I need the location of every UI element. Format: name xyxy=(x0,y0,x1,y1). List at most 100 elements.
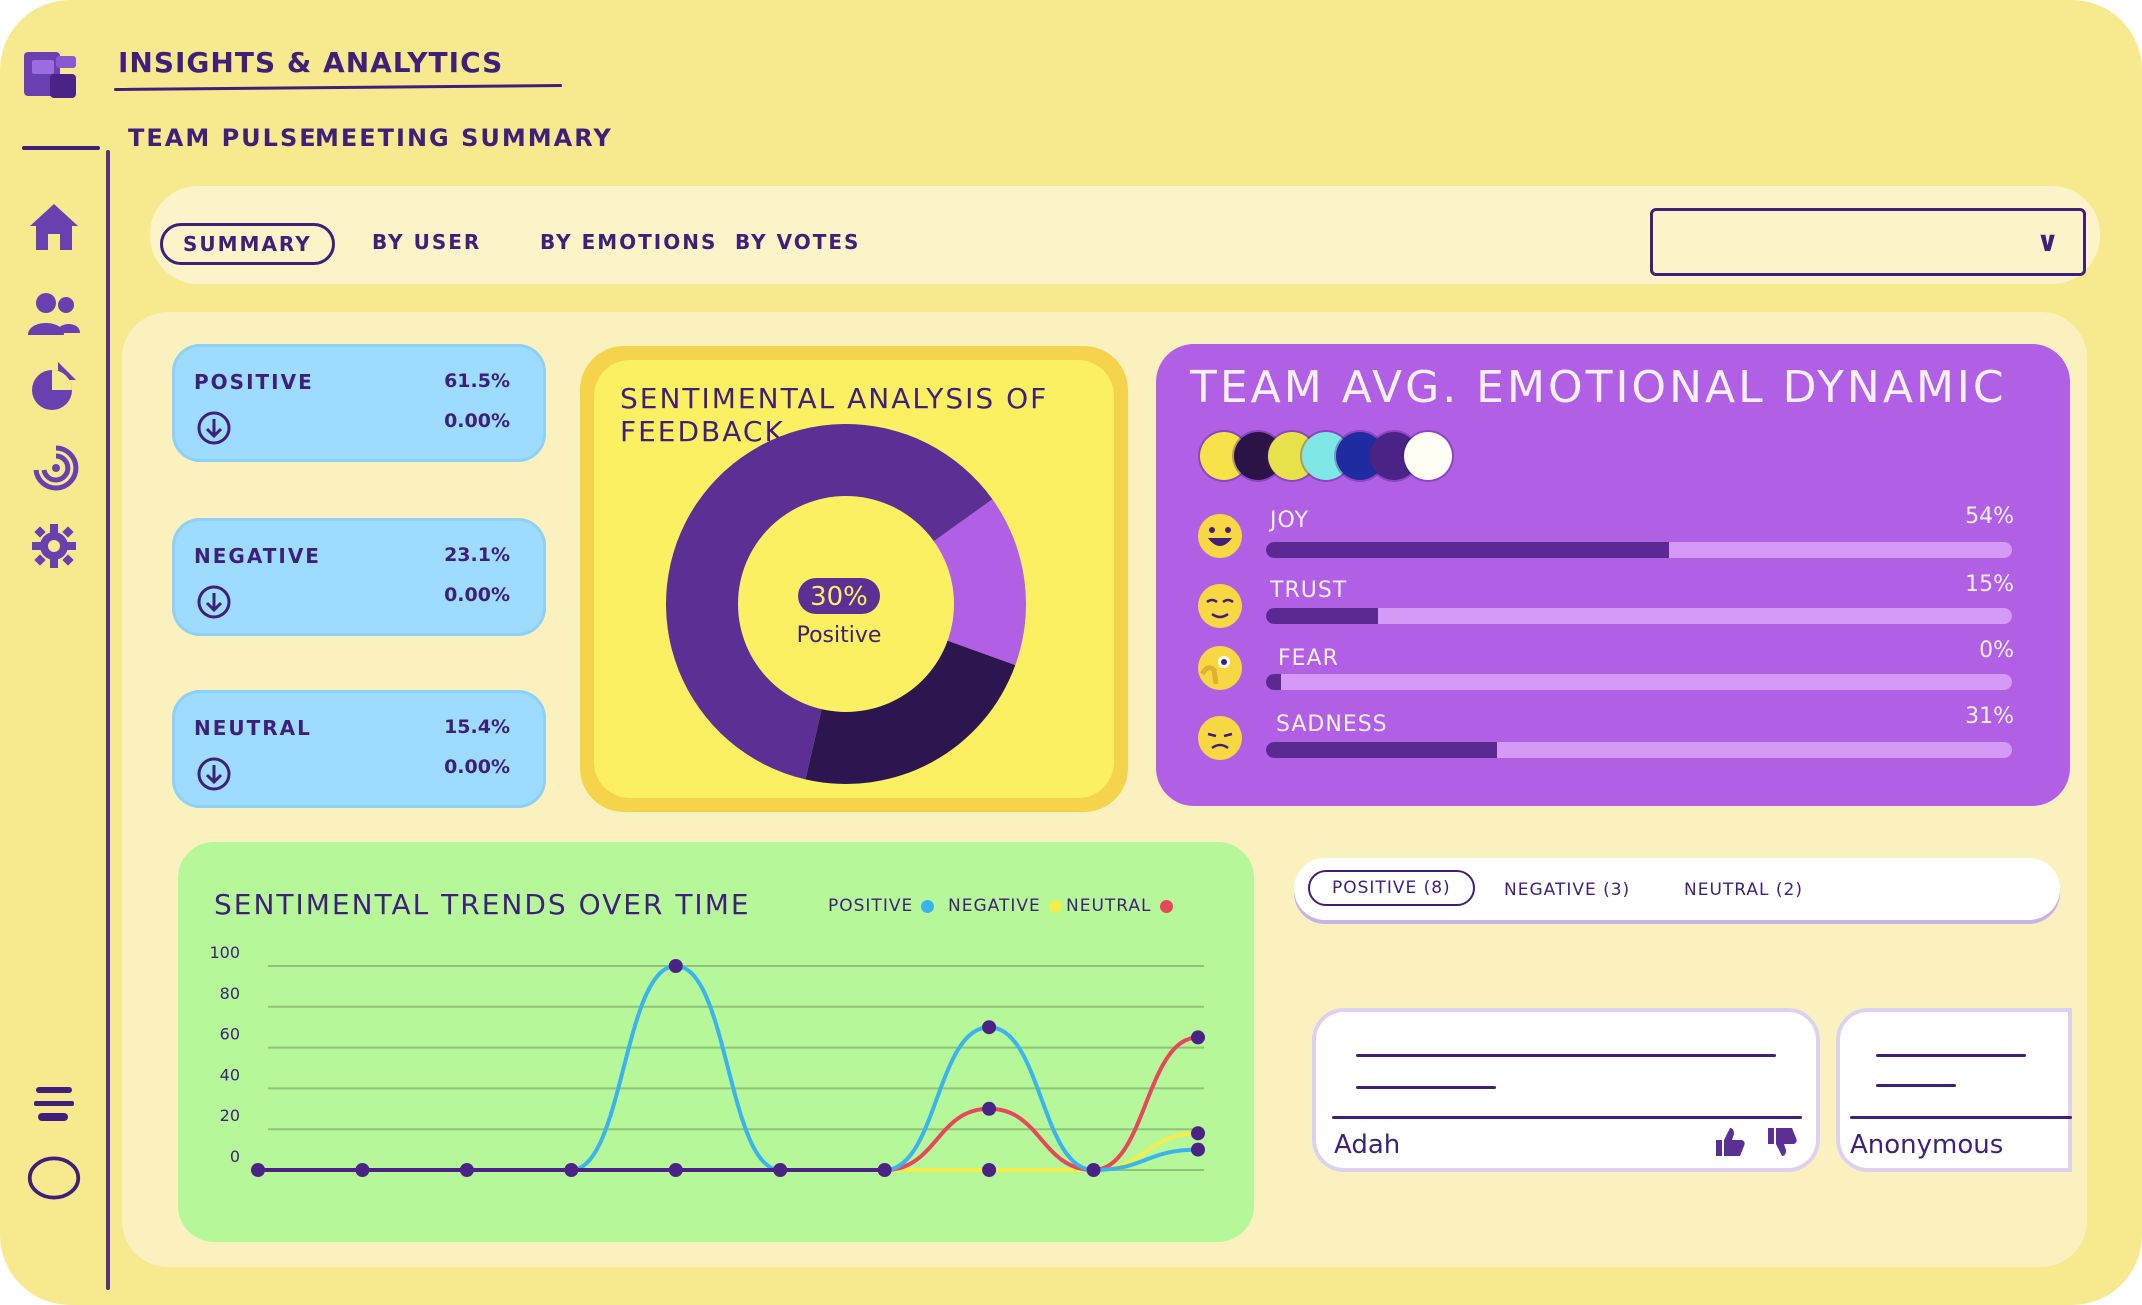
sidebar xyxy=(0,0,110,1305)
data-point xyxy=(251,1163,265,1177)
comment-divider xyxy=(1332,1116,1802,1119)
profile-icon[interactable] xyxy=(26,1150,82,1206)
settings-icon[interactable] xyxy=(26,518,82,574)
y-tick-label: 40 xyxy=(220,1065,240,1084)
emotion-pct-trust: 15% xyxy=(1965,572,2014,597)
stat-card-neutral: NEUTRAL 15.4% 0.00% xyxy=(172,690,546,808)
data-point xyxy=(564,1163,579,1177)
emotion-bar-fill xyxy=(1266,542,1669,558)
legend-dot xyxy=(1159,899,1173,913)
feedback-tab-negative[interactable]: NEGATIVE (3) xyxy=(1504,880,1631,900)
tab-meeting-summary[interactable]: MEETING SUMMARY xyxy=(315,124,613,152)
sentiment-card: SENTIMENTAL ANALYSIS OF FEEDBACK 30% Pos… xyxy=(580,346,1128,812)
page-title: INSIGHTS & ANALYTICS xyxy=(118,46,504,79)
joy-emoji-icon xyxy=(1198,514,1242,558)
emotional-card: TEAM AVG. EMOTIONAL DYNAMIC JOY 54% TRUS… xyxy=(1156,344,2070,806)
y-tick-label: 0 xyxy=(230,1147,240,1166)
trends-card: SENTIMENTAL TRENDS OVER TIME POSITIVE NE… xyxy=(178,842,1254,1242)
comment-text-line xyxy=(1876,1084,1956,1087)
legend-label: NEUTRAL xyxy=(1066,896,1152,916)
stat-value: 61.5% xyxy=(444,370,510,392)
comment-card[interactable]: Adah xyxy=(1312,1008,1820,1172)
fear-emoji-icon xyxy=(1198,646,1242,690)
feedback-tab-positive[interactable]: POSITIVE (8) xyxy=(1308,870,1475,906)
stat-card-positive: POSITIVE 61.5% 0.00% xyxy=(172,344,546,462)
stat-label: POSITIVE xyxy=(194,370,314,394)
pulse-icon[interactable] xyxy=(26,438,82,494)
stat-value: 23.1% xyxy=(444,544,510,566)
download-icon[interactable] xyxy=(196,584,232,620)
emotion-pct-sadness: 31% xyxy=(1965,704,2014,729)
y-tick-label: 60 xyxy=(220,1025,240,1044)
y-tick-label: 80 xyxy=(220,984,240,1003)
data-point xyxy=(1086,1163,1101,1177)
data-point xyxy=(459,1163,474,1177)
filter-bar xyxy=(150,186,2100,284)
menu-icon[interactable] xyxy=(26,1082,82,1128)
emotion-bar-fill xyxy=(1266,608,1378,624)
sentiment-title: SENTIMENTAL ANALYSIS OF FEEDBACK xyxy=(620,382,1049,448)
filter-tab-by-emotions[interactable]: BY EMOTIONS xyxy=(540,230,718,254)
comment-author: Adah xyxy=(1334,1130,1401,1160)
comment-divider xyxy=(1850,1116,2072,1119)
filter-tab-by-votes[interactable]: BY VOTES xyxy=(735,230,861,254)
feedback-tab-neutral[interactable]: NEUTRAL (2) xyxy=(1684,880,1803,900)
legend-dot xyxy=(921,899,935,913)
data-point xyxy=(668,959,683,973)
stat-change: 0.00% xyxy=(444,410,510,432)
emotion-bar-fill xyxy=(1266,674,1281,690)
y-tick-label: 20 xyxy=(220,1106,240,1125)
emotion-bar-trust xyxy=(1266,608,2012,624)
filter-tab-by-user[interactable]: BY USER xyxy=(372,230,482,254)
legend-label: NEGATIVE xyxy=(948,896,1041,916)
title-underline xyxy=(113,84,563,91)
download-icon[interactable] xyxy=(196,756,232,792)
data-point xyxy=(1191,1142,1205,1157)
series-line-positive xyxy=(258,963,1199,1173)
emotion-label-joy: JOY xyxy=(1270,508,1310,533)
trends-title: SENTIMENTAL TRENDS OVER TIME xyxy=(214,888,751,921)
comment-text-line xyxy=(1356,1054,1776,1057)
analytics-icon[interactable] xyxy=(26,358,82,414)
tab-team-pulse[interactable]: TEAM PULSE xyxy=(128,124,318,152)
donut-center-label: Positive xyxy=(797,623,882,648)
logo-icon xyxy=(24,52,76,98)
data-point xyxy=(773,1163,788,1177)
donut-center-value: 30% xyxy=(810,582,868,612)
y-tick-label: 100 xyxy=(209,943,240,962)
stat-value: 15.4% xyxy=(444,716,510,738)
stat-card-negative: NEGATIVE 23.1% 0.00% xyxy=(172,518,546,636)
data-point xyxy=(668,1163,683,1177)
emotion-pct-fear: 0% xyxy=(1979,638,2014,663)
comment-text-line xyxy=(1876,1054,2026,1057)
legend-positive: POSITIVE xyxy=(828,896,935,916)
emotion-bar-fill xyxy=(1266,742,1498,758)
stat-change: 0.00% xyxy=(444,756,510,778)
filter-tab-summary[interactable]: SUMMARY xyxy=(160,223,335,265)
download-icon[interactable] xyxy=(196,410,232,446)
emotion-swatch xyxy=(1404,432,1452,480)
emotion-bar-joy xyxy=(1266,542,2012,558)
emotion-label-fear: FEAR xyxy=(1278,646,1339,671)
sadness-emoji-icon xyxy=(1198,716,1242,760)
team-icon[interactable] xyxy=(26,286,82,342)
emotion-bar-sadness xyxy=(1266,742,2012,758)
emotion-swatches xyxy=(1200,432,1460,484)
comment-author: Anonymous xyxy=(1850,1130,2004,1160)
comment-text-line xyxy=(1356,1086,1496,1089)
home-icon[interactable] xyxy=(26,198,82,254)
legend-dot xyxy=(1048,899,1062,913)
thumbs-down-icon[interactable] xyxy=(1764,1124,1800,1160)
data-point xyxy=(982,1163,997,1177)
thumbs-up-icon[interactable] xyxy=(1712,1124,1748,1160)
data-point xyxy=(982,1101,997,1116)
data-point xyxy=(355,1163,370,1177)
stat-change: 0.00% xyxy=(444,584,510,606)
comment-card[interactable]: Anonymous xyxy=(1836,1008,2072,1172)
emotion-pct-joy: 54% xyxy=(1965,504,2014,529)
series-line-neutral xyxy=(258,1035,1199,1173)
data-point xyxy=(1191,1030,1205,1045)
filter-select[interactable]: ∨ xyxy=(1650,208,2086,276)
data-point xyxy=(877,1163,892,1177)
